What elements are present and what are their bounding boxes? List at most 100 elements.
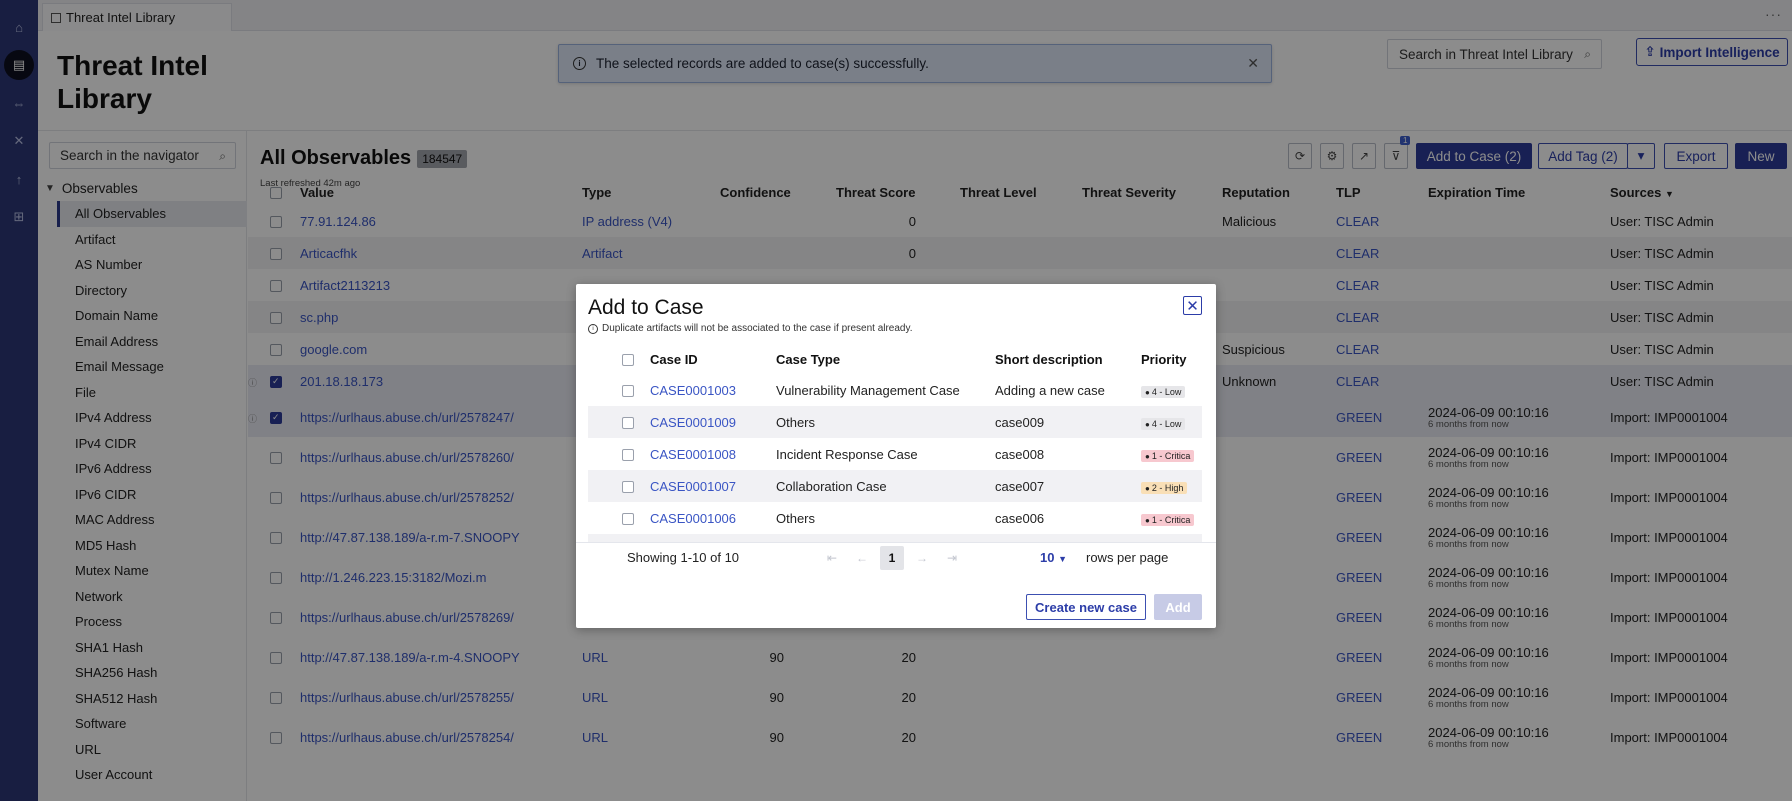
navigator-item[interactable]: MAC Address — [75, 512, 155, 528]
observable-value-link[interactable]: https://urlhaus.abuse.ch/url/2578269/ — [300, 609, 514, 625]
observable-type-link[interactable]: URL — [582, 729, 609, 745]
table-row[interactable]: https://urlhaus.abuse.ch/url/2578252/GRE… — [248, 477, 1792, 517]
observable-value-link[interactable]: http://47.87.138.189/a-r.m-7.SNOOPY — [300, 529, 520, 545]
column-header-threat-level[interactable]: Threat Level — [960, 184, 1037, 200]
observable-value-link[interactable]: http://47.87.138.189/a-r.m-4.SNOOPY — [300, 649, 520, 665]
export-button[interactable]: Export — [1664, 143, 1728, 169]
row-checkbox[interactable] — [270, 692, 282, 705]
observable-type-link[interactable]: Artifact — [582, 245, 623, 261]
tlp-link[interactable]: GREEN — [1336, 649, 1383, 665]
observable-value-link[interactable]: https://urlhaus.abuse.ch/url/2578260/ — [300, 449, 514, 465]
navigator-item[interactable]: SHA256 Hash — [75, 665, 158, 681]
observable-type-link[interactable]: URL — [582, 649, 609, 665]
navigator-item[interactable]: URL — [75, 741, 102, 757]
table-row[interactable]: google.com Suspicious CLEAR User: TISC Admi… — [248, 333, 1792, 365]
dialog-close-button[interactable]: ✕ — [1183, 296, 1202, 315]
observable-value-link[interactable]: sc.php — [300, 309, 339, 325]
column-header-threat-severity[interactable]: Threat Severity — [1082, 184, 1176, 200]
open-new-window-button[interactable]: ↗ — [1352, 143, 1376, 169]
observable-value-link[interactable]: http://1.246.223.15:3182/Mozi.m — [300, 569, 487, 585]
column-header-priority[interactable]: Priority — [1141, 351, 1187, 367]
close-icon[interactable]: ✕ — [1247, 55, 1259, 71]
refresh-button[interactable]: ⟳ — [1288, 143, 1312, 169]
current-page[interactable]: 1 — [880, 546, 904, 570]
case-row[interactable]: CASE0001008 Incident Response Case case008… — [588, 438, 1202, 470]
row-checkbox[interactable] — [270, 732, 282, 745]
arrows-icon[interactable]: ⇔ — [12, 95, 26, 111]
select-all-checkbox[interactable] — [270, 187, 282, 200]
observable-value-link[interactable]: https://urlhaus.abuse.ch/url/2578252/ — [300, 489, 514, 505]
observable-value-link[interactable]: Artifact2113213 — [300, 277, 391, 293]
tlp-link[interactable]: GREEN — [1336, 609, 1383, 625]
case-checkbox[interactable] — [622, 417, 634, 430]
row-checkbox[interactable] — [270, 612, 282, 625]
case-row[interactable]: CASE0001003 Vulnerability Management Case… — [588, 374, 1202, 406]
tlp-link[interactable]: GREEN — [1336, 409, 1383, 425]
case-id-link[interactable]: CASE0001003 — [650, 382, 737, 398]
library-search-input[interactable]: Search in Threat Intel Library ⌕ — [1387, 39, 1602, 69]
row-checkbox[interactable] — [270, 344, 282, 357]
next-page-icon[interactable]: → — [916, 551, 928, 565]
library-icon[interactable]: ▤ — [0, 46, 38, 84]
observable-value-link[interactable]: 77.91.124.86 — [300, 213, 376, 229]
new-button[interactable]: New — [1735, 143, 1787, 169]
more-options-icon[interactable]: ··· — [1765, 6, 1782, 22]
column-header-type[interactable]: Type — [582, 184, 612, 200]
row-checkbox[interactable] — [270, 452, 282, 465]
observable-value-link[interactable]: google.com — [300, 341, 368, 357]
observable-type-link[interactable]: IP address (V4) — [582, 213, 673, 229]
column-header-tlp[interactable]: TLP — [1336, 184, 1361, 200]
tlp-link[interactable]: GREEN — [1336, 569, 1383, 585]
table-row[interactable]: Articacfhk Artifact 0 CLEAR User: TISC Admin — [248, 237, 1792, 269]
column-header-confidence[interactable]: Confidence — [720, 184, 791, 200]
tlp-link[interactable]: GREEN — [1336, 489, 1383, 505]
column-header-short-description[interactable]: Short description — [995, 351, 1103, 367]
case-row[interactable]: CASE0001006 Others case006 ● 1 - Critica — [588, 502, 1202, 534]
first-page-icon[interactable]: ⇤ — [826, 551, 838, 565]
last-page-icon[interactable]: ⇥ — [946, 551, 958, 565]
upload-icon[interactable]: ↑ — [15, 171, 23, 187]
case-id-link[interactable]: CASE0001009 — [650, 414, 737, 430]
settings-button[interactable]: ⚙ — [1320, 143, 1344, 169]
navigator-item[interactable]: MD5 Hash — [75, 537, 137, 553]
add-button[interactable]: Add — [1154, 594, 1202, 620]
observable-value-link[interactable]: https://urlhaus.abuse.ch/url/2578255/ — [300, 689, 514, 705]
table-row[interactable]: https://urlhaus.abuse.ch/url/2578254/URL… — [248, 717, 1792, 757]
table-row[interactable]: https://urlhaus.abuse.ch/url/2578255/URL… — [248, 677, 1792, 717]
navigator-item[interactable]: Process — [75, 614, 122, 630]
column-header-sources[interactable]: Sources ▼ — [1610, 179, 1792, 205]
tlp-link[interactable]: CLEAR — [1336, 277, 1380, 293]
table-row[interactable]: http://1.246.223.15:3182/Mozi.m GREEN 2024… — [248, 557, 1792, 597]
import-intelligence-button[interactable]: ⇪ Import Intelligence — [1636, 38, 1788, 66]
navigator-item[interactable]: Domain Name — [75, 308, 159, 324]
navigator-item[interactable]: Mutex Name — [75, 563, 149, 579]
info-icon[interactable]: ⓘ — [248, 413, 258, 424]
rows-per-page-select[interactable]: 10 ▼ — [1040, 550, 1067, 565]
navigator-item[interactable]: Directory — [75, 282, 128, 298]
column-header-expiration-time[interactable]: Expiration Time — [1428, 184, 1526, 200]
table-row[interactable]: http://47.87.138.189/a-r.m-4.SNOOPY URL 90… — [248, 637, 1792, 677]
row-checkbox[interactable] — [270, 572, 282, 585]
case-checkbox[interactable] — [622, 449, 634, 462]
tlp-link[interactable]: CLEAR — [1336, 309, 1380, 325]
column-header-value[interactable]: Value — [300, 184, 334, 200]
navigator-item[interactable]: User Account — [75, 767, 153, 783]
navigator-item[interactable]: IPv6 Address — [75, 461, 152, 477]
navigator-item[interactable]: Artifact — [75, 231, 116, 247]
case-id-link[interactable]: CASE0001006 — [650, 510, 737, 526]
row-checkbox[interactable] — [270, 376, 282, 389]
cases-table-scroll[interactable]: Case ID Case Type Short description Prio… — [588, 344, 1202, 542]
observable-value-link[interactable]: https://urlhaus.abuse.ch/url/2578254/ — [300, 729, 514, 745]
tools-icon[interactable]: ✕ — [13, 133, 25, 148]
hierarchy-icon[interactable]: ⊞ — [13, 209, 25, 224]
observable-value-link[interactable]: 201.18.18.173 — [300, 373, 384, 389]
info-icon[interactable]: ⓘ — [248, 377, 258, 388]
case-id-link[interactable]: CASE0001008 — [650, 446, 737, 462]
tlp-link[interactable]: GREEN — [1336, 729, 1383, 745]
tlp-link[interactable]: CLEAR — [1336, 341, 1380, 357]
table-row[interactable]: http://47.87.138.189/a-r.m-7.SNOOPY GREEN… — [248, 517, 1792, 557]
navigator-item[interactable]: Software — [75, 716, 127, 732]
column-header-case-id[interactable]: Case ID — [650, 351, 698, 367]
table-row[interactable]: 77.91.124.86 IP address (V4) 0 Malicious CLE… — [248, 205, 1792, 237]
add-to-case-button[interactable]: Add to Case (2) — [1416, 143, 1532, 169]
